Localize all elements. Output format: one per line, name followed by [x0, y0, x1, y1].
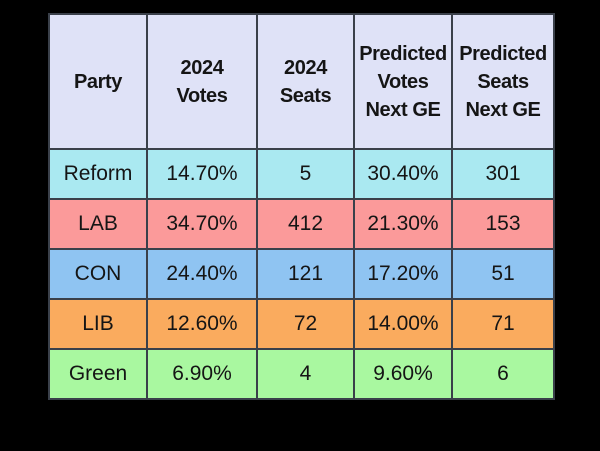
- cell-predicted-votes: 17.20%: [353, 248, 453, 300]
- table-row-lab: LAB 34.70% 412 21.30% 153: [48, 198, 555, 250]
- cell-party: Green: [48, 348, 148, 400]
- cell-party: LAB: [48, 198, 148, 250]
- cell-2024-seats: 5: [256, 148, 355, 200]
- table-row-lib: LIB 12.60% 72 14.00% 71: [48, 298, 555, 350]
- column-header-predicted-votes: Predicted Votes Next GE: [353, 13, 453, 150]
- cell-predicted-seats: 6: [451, 348, 555, 400]
- cell-2024-seats: 72: [256, 298, 355, 350]
- cell-2024-votes: 6.90%: [146, 348, 258, 400]
- cell-predicted-votes: 21.30%: [353, 198, 453, 250]
- cell-2024-seats: 121: [256, 248, 355, 300]
- cell-party: LIB: [48, 298, 148, 350]
- column-header-predicted-seats: Predicted Seats Next GE: [451, 13, 555, 150]
- cell-predicted-seats: 153: [451, 198, 555, 250]
- table-row-green: Green 6.90% 4 9.60% 6: [48, 348, 555, 400]
- cell-party: CON: [48, 248, 148, 300]
- column-header-2024-votes: 2024 Votes: [146, 13, 258, 150]
- cell-predicted-votes: 9.60%: [353, 348, 453, 400]
- cell-2024-votes: 14.70%: [146, 148, 258, 200]
- column-header-2024-seats: 2024 Seats: [256, 13, 355, 150]
- cell-predicted-votes: 30.40%: [353, 148, 453, 200]
- cell-predicted-seats: 301: [451, 148, 555, 200]
- table-row-con: CON 24.40% 121 17.20% 51: [48, 248, 555, 300]
- election-results-table: Party 2024 Votes 2024 Seats Predicted Vo…: [48, 13, 555, 400]
- column-header-party: Party: [48, 13, 148, 150]
- cell-2024-seats: 412: [256, 198, 355, 250]
- cell-predicted-votes: 14.00%: [353, 298, 453, 350]
- cell-predicted-seats: 51: [451, 248, 555, 300]
- cell-2024-seats: 4: [256, 348, 355, 400]
- cell-predicted-seats: 71: [451, 298, 555, 350]
- cell-2024-votes: 24.40%: [146, 248, 258, 300]
- cell-2024-votes: 34.70%: [146, 198, 258, 250]
- table-row-reform: Reform 14.70% 5 30.40% 301: [48, 148, 555, 200]
- cell-2024-votes: 12.60%: [146, 298, 258, 350]
- cell-party: Reform: [48, 148, 148, 200]
- header-row: Party 2024 Votes 2024 Seats Predicted Vo…: [48, 13, 555, 150]
